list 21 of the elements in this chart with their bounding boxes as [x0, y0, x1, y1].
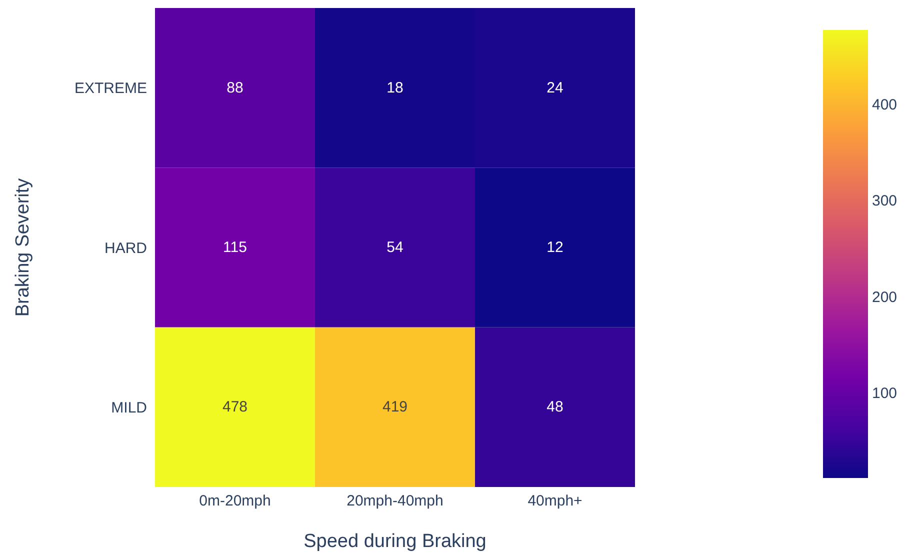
data-label: 54	[386, 239, 404, 256]
y-tick-label: EXTREME	[74, 80, 147, 98]
color-bar-label: 400	[872, 96, 898, 114]
y-tick-label: HARD	[104, 240, 148, 257]
data-label: 115	[223, 239, 247, 256]
data-label: 88	[226, 79, 244, 96]
color-bar-label: 200	[872, 288, 898, 306]
y-axis-title: Braking Severity	[12, 178, 34, 317]
data-label: 12	[546, 239, 564, 256]
x-axis-title: Speed during Braking	[304, 531, 486, 552]
x-tick-label: 0m-20mph	[199, 492, 271, 510]
color-bar-label: 100	[872, 384, 898, 402]
data-label: 48	[546, 398, 564, 416]
y-tick-label: MILD	[111, 399, 148, 416]
data-label: 419	[382, 398, 408, 416]
x-tick-label: 20mph-40mph	[346, 492, 444, 510]
color-bar-label: 300	[872, 192, 898, 210]
data-label: 18	[386, 79, 404, 96]
data-label: 24	[546, 79, 564, 96]
x-tick-label: 40mph+	[528, 492, 583, 510]
data-label: 478	[222, 398, 248, 416]
